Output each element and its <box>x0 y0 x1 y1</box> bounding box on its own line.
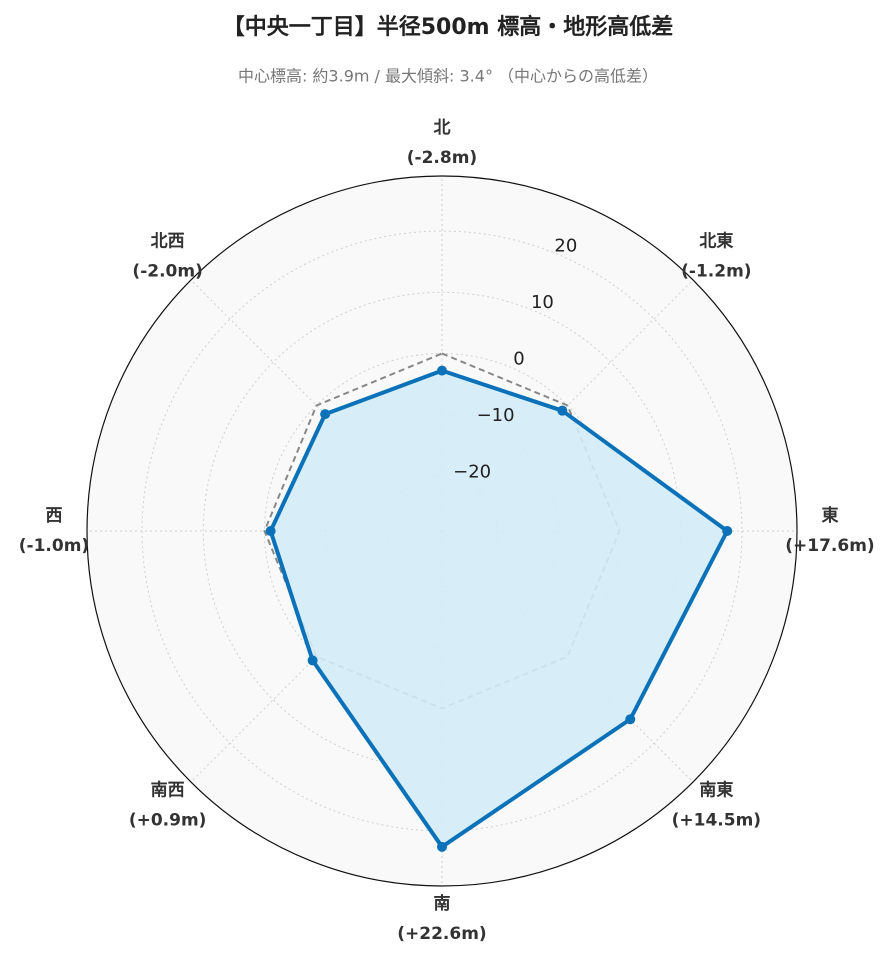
category-label: 南 <box>434 893 451 914</box>
r-tick-label: 10 <box>531 292 554 313</box>
data-point <box>722 526 733 536</box>
value-label: (+17.6m) <box>785 536 874 556</box>
r-tick-label: −10 <box>477 405 515 426</box>
spoke <box>190 530 443 783</box>
data-point <box>437 841 447 852</box>
category-label: 北 <box>434 118 451 138</box>
category-label: 南東 <box>699 779 733 800</box>
category-label: 南西 <box>151 779 185 800</box>
category-label: 北東 <box>699 231 733 252</box>
data-point <box>265 526 276 536</box>
category-label: 西 <box>46 506 63 526</box>
data-point <box>625 714 636 725</box>
value-label: (-2.0m) <box>132 262 202 282</box>
value-label: (-1.0m) <box>19 536 89 556</box>
data-point <box>307 655 318 666</box>
chart-title: 【中央一丁目】半径500m 標高・地形高低差 <box>223 14 674 40</box>
spoke <box>441 530 694 783</box>
category-label: 東 <box>822 505 839 526</box>
r-tick-label: −20 <box>453 462 491 483</box>
value-label: (+22.6m) <box>397 924 486 944</box>
value-label: (-1.2m) <box>681 262 751 282</box>
value-label: (+14.5m) <box>672 810 761 830</box>
chart-subtitle: 中心標高: 約3.9m / 最大傾斜: 3.4° （中心からの高低差） <box>238 67 658 86</box>
data-point <box>557 405 568 416</box>
value-label: (-2.8m) <box>407 148 477 168</box>
spoke <box>441 279 694 532</box>
r-tick-label: 0 <box>513 349 524 370</box>
data-point <box>437 365 447 376</box>
spoke <box>190 279 443 532</box>
value-label: (+0.9m) <box>129 810 207 830</box>
data-point <box>320 409 331 420</box>
r-tick-label: 20 <box>554 236 577 257</box>
plot-border <box>86 175 798 887</box>
category-label: 北西 <box>151 232 185 252</box>
